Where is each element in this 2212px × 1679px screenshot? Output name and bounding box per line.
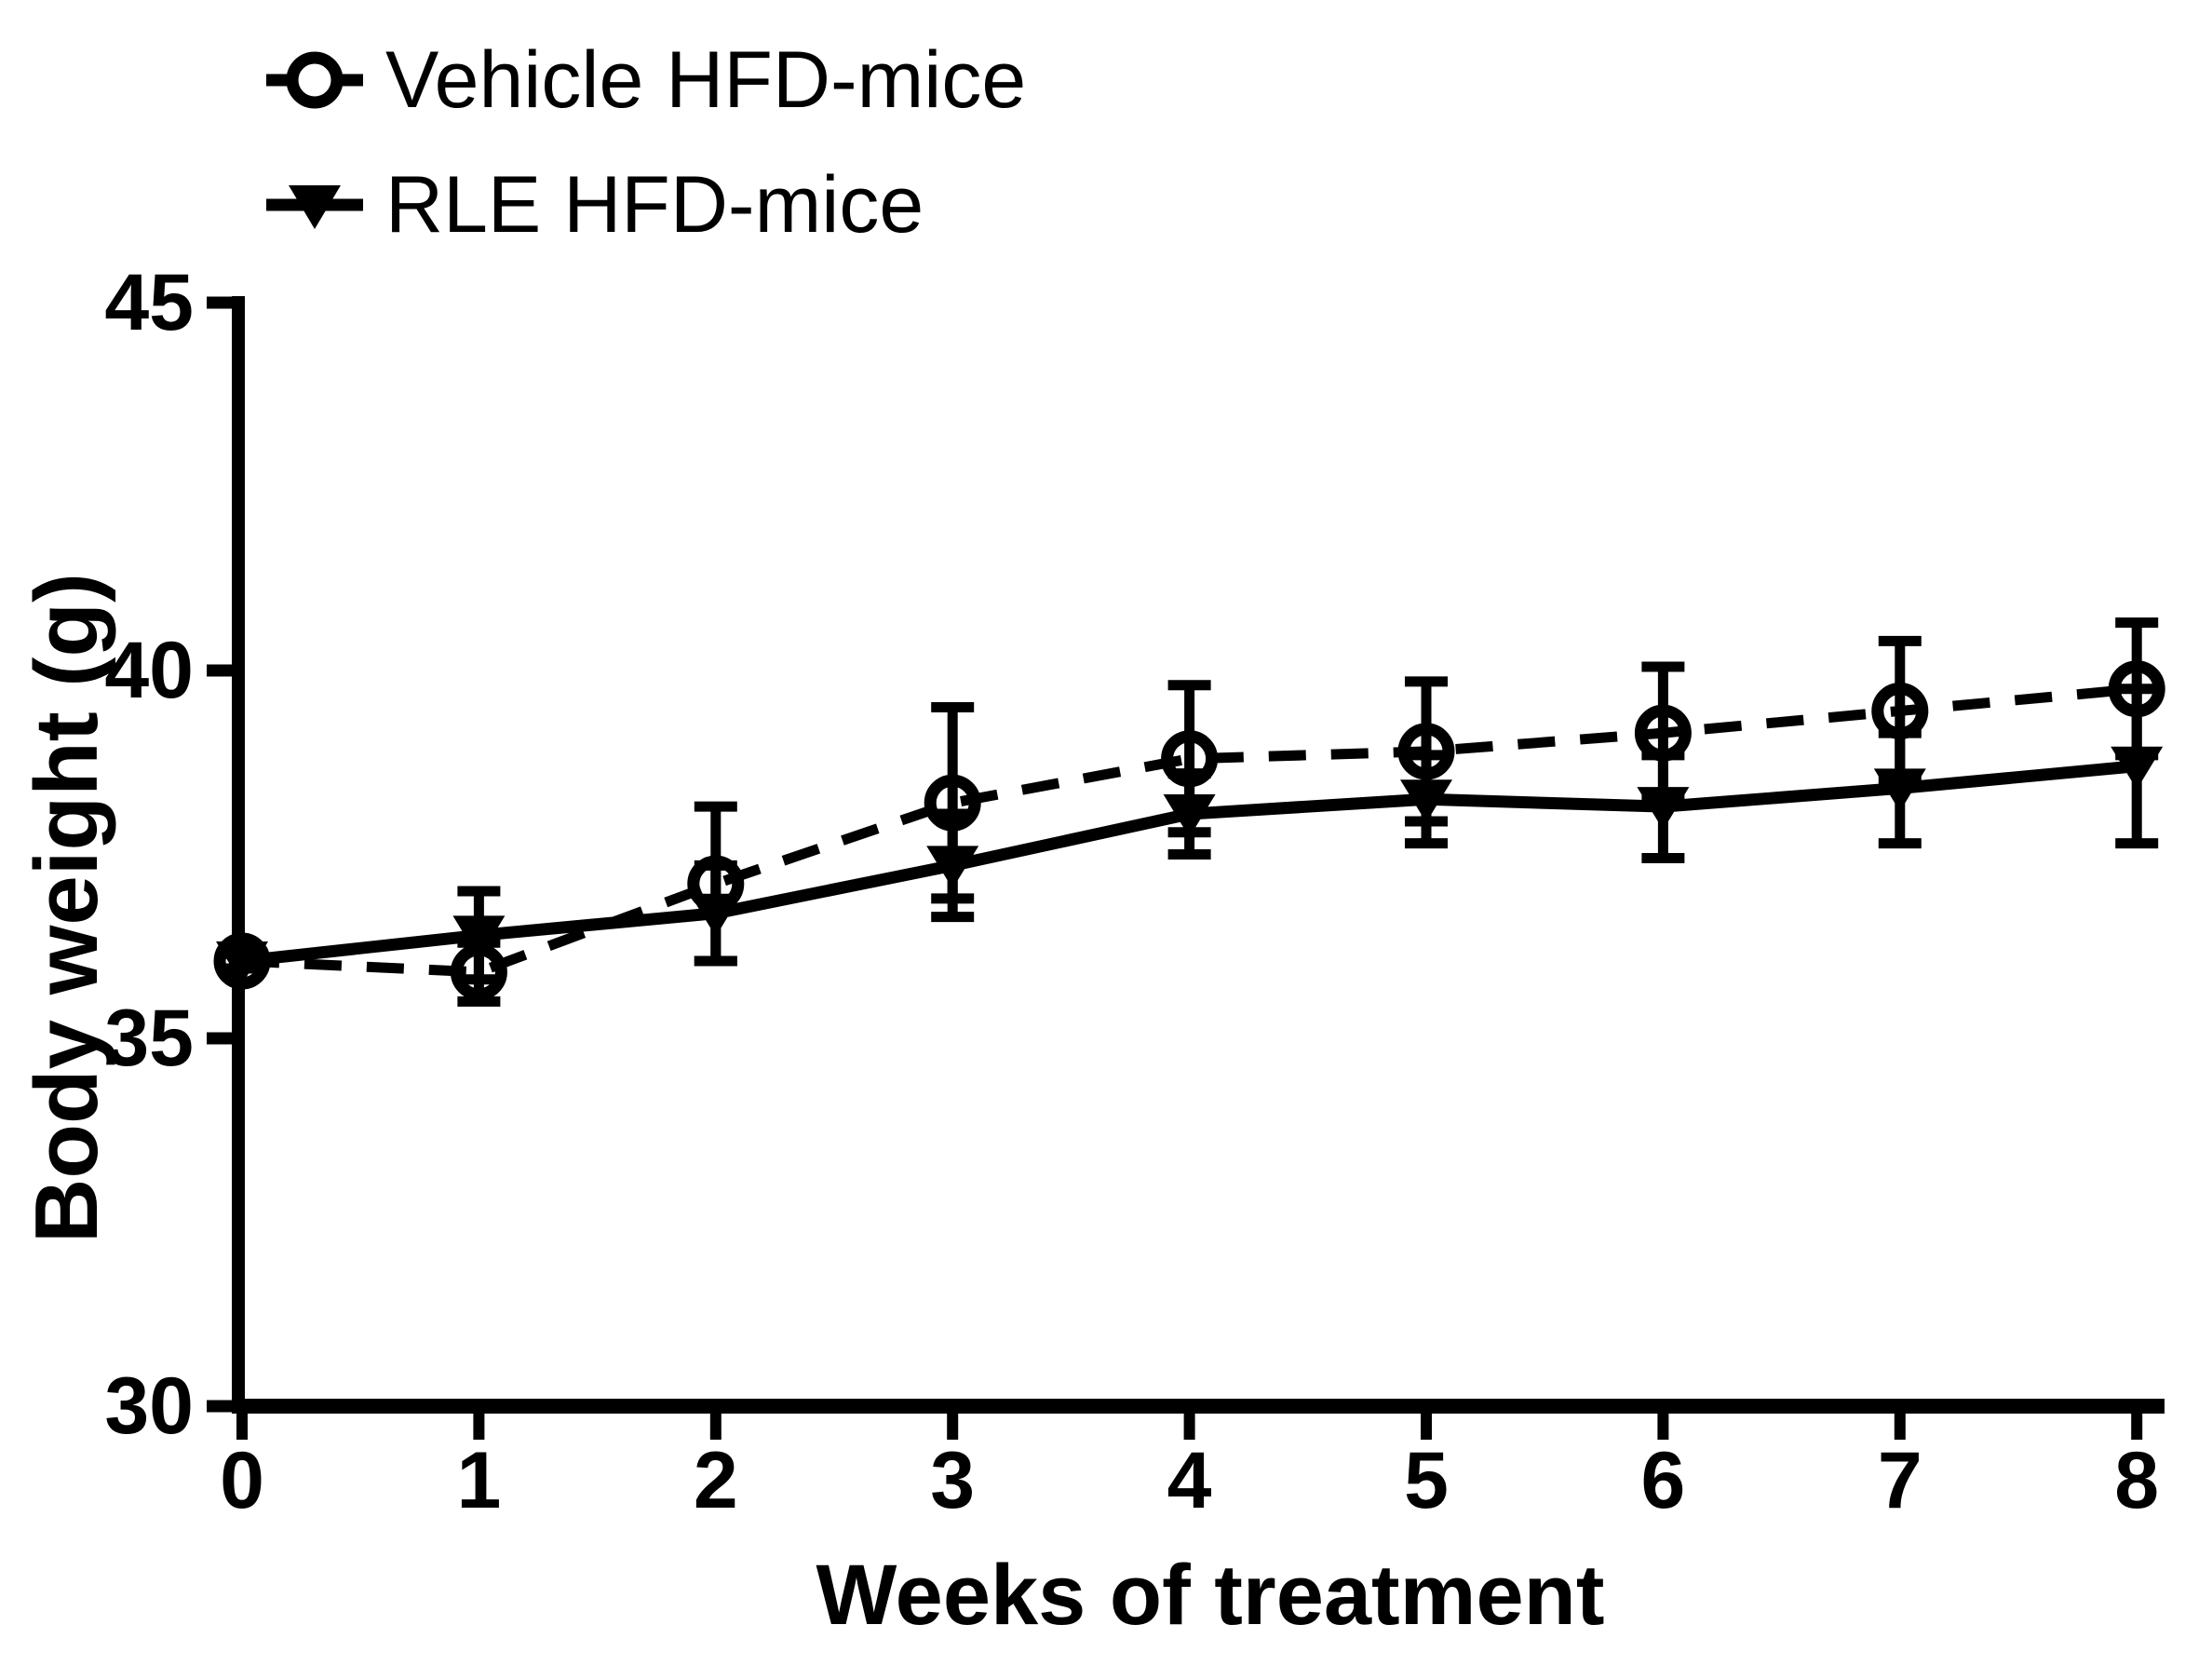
data-point-filled-triangle <box>1637 787 1690 831</box>
series-line-vehicle <box>241 684 2138 978</box>
data-point-filled-triangle <box>1873 768 1926 812</box>
data-point-open-circle <box>2108 660 2165 718</box>
data-point-filled-triangle <box>1400 779 1452 823</box>
y-tick-label: 40 <box>104 626 194 715</box>
x-tick-label: 0 <box>220 1436 264 1525</box>
x-axis-title: Weeks of treatment <box>816 1548 1604 1643</box>
x-tick-label: 5 <box>1404 1436 1449 1525</box>
x-tick-label: 7 <box>1878 1436 1922 1525</box>
x-axis-ticks: 0 1 2 3 4 5 6 7 8 <box>220 1412 2159 1525</box>
filled-triangle-marker-icon <box>289 185 341 229</box>
data-point-filled-triangle <box>216 941 268 985</box>
data-point-filled-triangle <box>2111 746 2164 790</box>
legend-label-rle: RLE HFD-mice <box>385 160 924 250</box>
y-tick-label: 30 <box>104 1361 194 1451</box>
y-tick-label: 35 <box>104 994 194 1083</box>
data-point-filled-triangle <box>926 846 979 889</box>
data-point-filled-triangle <box>689 893 742 937</box>
y-tick-label: 45 <box>104 258 194 347</box>
x-tick-label: 1 <box>456 1436 501 1525</box>
y-axis-title: Body weight (g) <box>17 573 116 1243</box>
y-axis-ticks: 30 35 40 45 <box>104 258 235 1451</box>
data-point-open-circle <box>1634 704 1692 762</box>
x-tick-label: 3 <box>930 1436 975 1525</box>
data-point-filled-triangle <box>452 915 506 959</box>
data-point-open-circle <box>1161 730 1219 788</box>
legend-item-rle: RLE HFD-mice <box>266 160 924 250</box>
data-point-open-circle <box>1397 723 1455 780</box>
legend-item-vehicle: Vehicle HFD-mice <box>266 35 1026 125</box>
data-point-filled-triangle <box>1163 794 1216 838</box>
x-tick-label: 8 <box>2114 1436 2159 1525</box>
data-point-open-circle <box>924 774 981 832</box>
legend-label-vehicle: Vehicle HFD-mice <box>385 35 1026 125</box>
x-tick-label: 6 <box>1640 1436 1685 1525</box>
legend: Vehicle HFD-mice RLE HFD-mice <box>266 35 1026 250</box>
x-tick-label: 2 <box>694 1436 738 1525</box>
open-circle-marker-icon <box>286 51 344 109</box>
series-markers-layer <box>213 660 2165 1001</box>
data-point-open-circle <box>1871 682 1929 739</box>
x-tick-label: 4 <box>1167 1436 1212 1525</box>
